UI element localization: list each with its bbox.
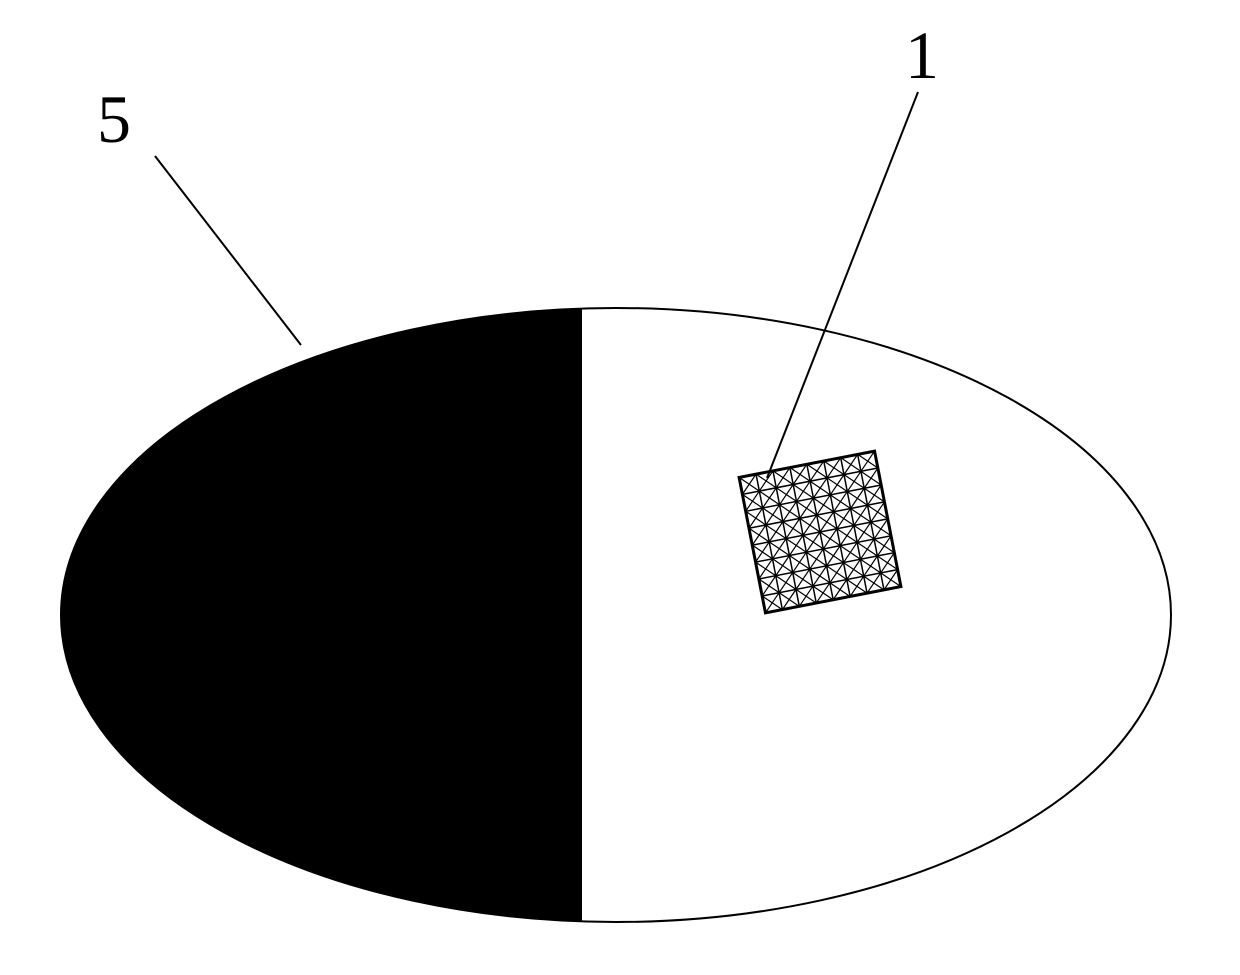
- ellipse-left-fill: [56, 303, 582, 927]
- leader-line-1: [767, 92, 918, 478]
- callout-label-1: 1: [905, 16, 939, 95]
- callout-label-5: 5: [97, 80, 131, 159]
- diagram-svg: [0, 0, 1240, 970]
- leader-line-5: [155, 156, 301, 345]
- hatched-square: [739, 451, 901, 613]
- diagram-canvas: 1 5: [0, 0, 1240, 970]
